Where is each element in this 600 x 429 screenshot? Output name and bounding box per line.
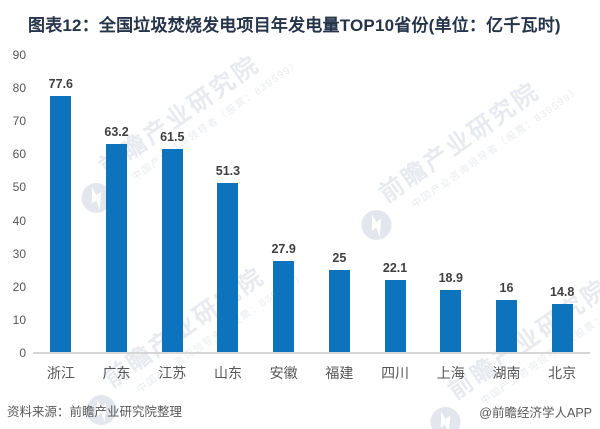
bar (217, 183, 239, 353)
y-axis-tick-label: 20 (12, 279, 26, 294)
x-axis-label: 福建 (325, 365, 354, 381)
bar (50, 96, 72, 353)
bar-column: 25 (312, 49, 368, 353)
bar (273, 260, 295, 353)
bar (106, 143, 128, 353)
x-axis-label: 江苏 (158, 365, 187, 381)
x-axis-label: 山东 (213, 365, 242, 381)
qianzhan-logo-icon (430, 406, 461, 429)
credit-note: @前瞻经济学人APP (479, 406, 592, 420)
bar (551, 304, 573, 353)
bar-column: 77.6 (33, 49, 89, 353)
x-axis-label: 浙江 (46, 365, 75, 381)
y-axis-tick-label: 90 (12, 48, 26, 62)
x-axis-labels: 浙江 广东 江苏 山东 安徽 福建 四川 上海 湖南 北京 (33, 363, 590, 383)
source-note: 资料来源：前瞻产业研究院整理 (7, 405, 183, 419)
bar-column: 14.8 (534, 49, 590, 353)
y-axis-tick-label: 80 (12, 81, 26, 96)
x-axis-label: 安徽 (269, 365, 298, 381)
x-axis-label: 北京 (548, 365, 577, 381)
bar-value-label: 18.9 (438, 271, 463, 286)
bar-value-label: 77.6 (48, 77, 74, 92)
bar-column: 61.5 (144, 49, 200, 353)
bar-value-label: 61.5 (160, 130, 185, 145)
y-axis-tick-label: 50 (12, 180, 26, 195)
bar-value-label: 14.8 (550, 285, 575, 299)
bar-column: 16 (479, 49, 535, 353)
y-axis-tick-label: 10 (12, 312, 26, 327)
bar-value-label: 27.9 (271, 241, 296, 256)
y-axis-tick-label: 60 (12, 147, 26, 162)
bar (161, 149, 183, 353)
bar-column: 63.2 (89, 49, 145, 353)
y-axis-tick-label: 30 (12, 246, 26, 261)
y-axis-tick-label: 40 (12, 213, 26, 228)
bar-value-label: 25 (332, 251, 347, 266)
bar-value-label: 22.1 (382, 260, 408, 275)
bar-column: 51.3 (200, 49, 256, 353)
y-axis-tick-label: 70 (12, 114, 26, 129)
bar-column: 18.9 (423, 49, 479, 353)
bar-value-label: 16 (499, 281, 514, 296)
bar-value-label: 63.2 (104, 124, 129, 139)
bar-column: 22.1 (367, 49, 423, 353)
x-axis-label: 四川 (381, 365, 410, 381)
x-axis-label: 上海 (436, 365, 465, 381)
y-axis-tick-label: 0 (19, 346, 26, 360)
chart-title: 图表12：全国垃圾焚烧发电项目年发电量TOP10省份(单位：亿千瓦时) (28, 16, 561, 35)
bar (495, 300, 517, 353)
bar (384, 279, 406, 353)
x-axis-label: 湖南 (492, 365, 521, 381)
x-axis-label: 广东 (102, 365, 131, 381)
bar-value-label: 51.3 (215, 164, 241, 179)
plot-columns: 77.6 63.2 61.5 51.3 27.9 25 22.1 18.9 16 14.8 (33, 49, 590, 353)
bar (440, 290, 462, 353)
x-axis-line (33, 352, 590, 354)
bar (328, 270, 350, 353)
bar-column: 27.9 (256, 49, 312, 353)
